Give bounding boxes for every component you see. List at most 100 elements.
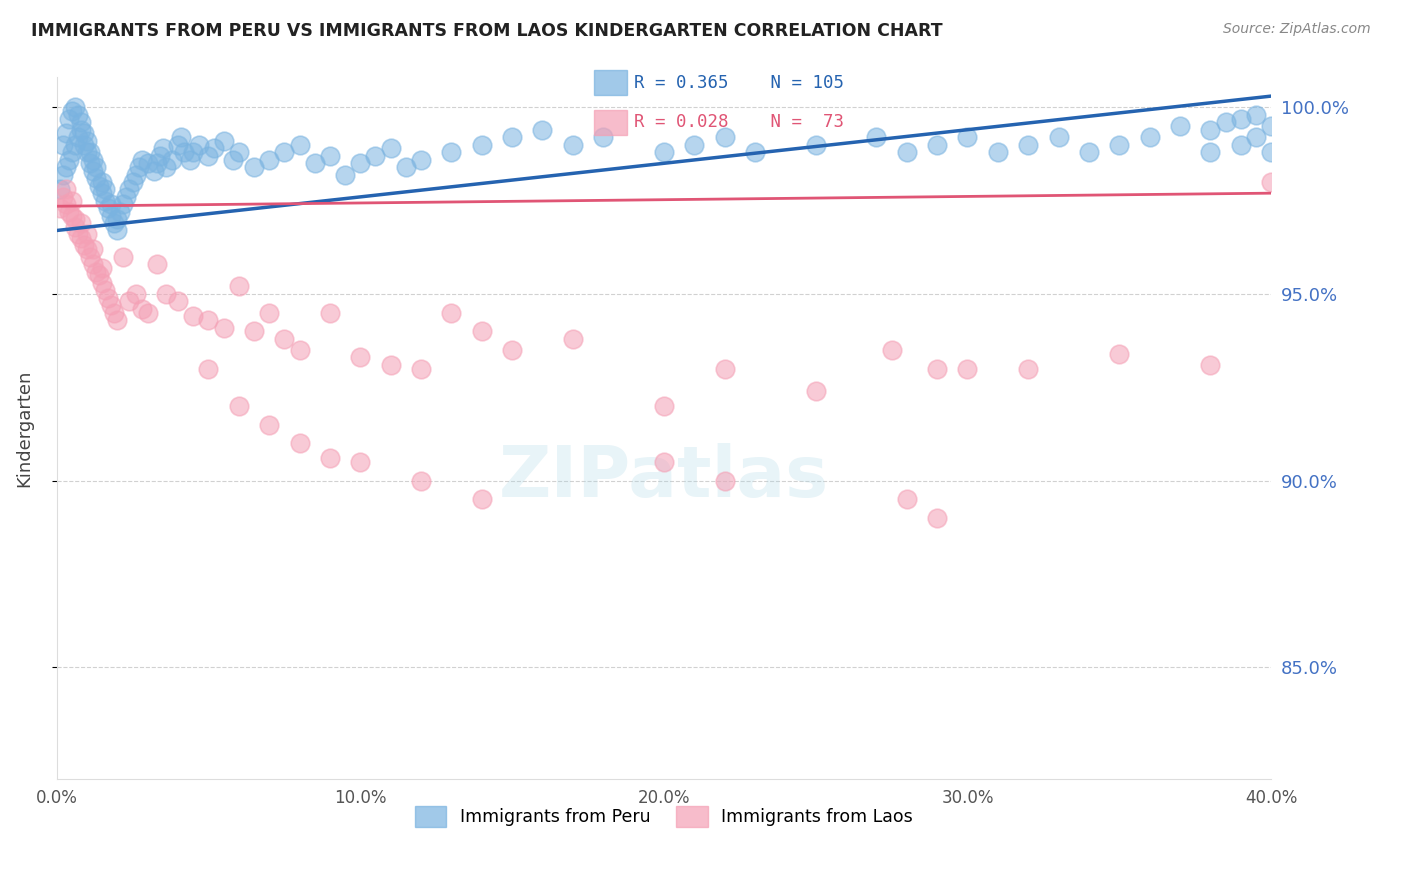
Point bbox=[380, 141, 402, 155]
Point bbox=[409, 153, 432, 167]
Point bbox=[197, 149, 219, 163]
Point bbox=[409, 361, 432, 376]
Point bbox=[100, 209, 122, 223]
Point bbox=[97, 291, 120, 305]
Point bbox=[82, 257, 104, 271]
Point bbox=[257, 305, 280, 319]
Point bbox=[409, 474, 432, 488]
Point bbox=[1047, 130, 1070, 145]
Point bbox=[1017, 361, 1039, 376]
Point bbox=[896, 145, 918, 160]
Point bbox=[63, 137, 86, 152]
Point bbox=[103, 305, 125, 319]
Point bbox=[66, 227, 89, 242]
Point bbox=[1168, 119, 1191, 133]
Point bbox=[142, 163, 165, 178]
Point bbox=[84, 160, 107, 174]
Point bbox=[60, 194, 83, 208]
Point bbox=[188, 137, 211, 152]
Point bbox=[100, 197, 122, 211]
Point bbox=[52, 137, 75, 152]
Point bbox=[319, 149, 342, 163]
Point bbox=[804, 384, 827, 398]
Point bbox=[48, 182, 70, 196]
Point bbox=[70, 216, 93, 230]
Point bbox=[170, 130, 193, 145]
Point bbox=[160, 153, 183, 167]
Point bbox=[76, 227, 98, 242]
Point bbox=[91, 175, 114, 189]
Text: R = 0.365    N = 105: R = 0.365 N = 105 bbox=[634, 73, 844, 92]
Point bbox=[652, 399, 675, 413]
Point bbox=[1108, 347, 1130, 361]
Point bbox=[228, 145, 250, 160]
Point bbox=[91, 260, 114, 275]
Point bbox=[288, 137, 311, 152]
Point bbox=[222, 153, 245, 167]
Point bbox=[1260, 175, 1282, 189]
Point bbox=[471, 492, 494, 507]
Point bbox=[243, 324, 266, 338]
Point bbox=[288, 343, 311, 357]
Point bbox=[395, 160, 418, 174]
Point bbox=[131, 153, 153, 167]
Point bbox=[987, 145, 1010, 160]
Point bbox=[105, 313, 128, 327]
Point bbox=[60, 103, 83, 118]
Point bbox=[927, 137, 949, 152]
Point bbox=[55, 182, 77, 196]
Point bbox=[97, 201, 120, 215]
Point bbox=[319, 305, 342, 319]
Point bbox=[561, 137, 583, 152]
Point bbox=[592, 130, 614, 145]
Point bbox=[76, 242, 98, 256]
Point bbox=[440, 145, 463, 160]
Point bbox=[440, 305, 463, 319]
Point bbox=[865, 130, 887, 145]
Point bbox=[1229, 137, 1251, 152]
Point bbox=[1139, 130, 1161, 145]
Point bbox=[1215, 115, 1237, 129]
Point bbox=[52, 168, 75, 182]
Point bbox=[181, 145, 204, 160]
Point bbox=[257, 417, 280, 432]
Point bbox=[82, 153, 104, 167]
Point bbox=[73, 137, 96, 152]
Point bbox=[927, 511, 949, 525]
Point bbox=[76, 134, 98, 148]
Text: Source: ZipAtlas.com: Source: ZipAtlas.com bbox=[1223, 22, 1371, 37]
Point bbox=[179, 153, 201, 167]
Point bbox=[956, 361, 979, 376]
Point bbox=[155, 287, 177, 301]
Point bbox=[197, 361, 219, 376]
Point bbox=[70, 122, 93, 136]
Point bbox=[167, 294, 190, 309]
Point bbox=[105, 212, 128, 227]
Point bbox=[131, 301, 153, 316]
Point bbox=[115, 190, 138, 204]
Point bbox=[152, 141, 174, 155]
Point bbox=[48, 201, 70, 215]
Point bbox=[91, 276, 114, 290]
Point bbox=[112, 197, 135, 211]
Point bbox=[713, 361, 735, 376]
Point bbox=[1077, 145, 1099, 160]
Point bbox=[181, 310, 204, 324]
Text: R = 0.028    N =  73: R = 0.028 N = 73 bbox=[634, 112, 844, 131]
Point bbox=[124, 168, 146, 182]
Point bbox=[79, 145, 101, 160]
Point bbox=[804, 137, 827, 152]
Point bbox=[652, 455, 675, 469]
Point bbox=[76, 145, 98, 160]
Point bbox=[110, 204, 132, 219]
Point bbox=[1244, 108, 1267, 122]
Point bbox=[333, 168, 356, 182]
Point bbox=[66, 108, 89, 122]
Point bbox=[60, 209, 83, 223]
Point bbox=[63, 219, 86, 234]
Point bbox=[84, 264, 107, 278]
Point bbox=[349, 455, 371, 469]
Point bbox=[896, 492, 918, 507]
Point bbox=[1017, 137, 1039, 152]
Point bbox=[1108, 137, 1130, 152]
